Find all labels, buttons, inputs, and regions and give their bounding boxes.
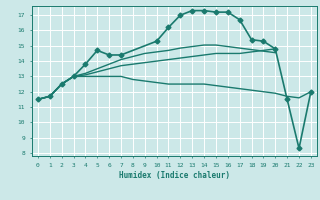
X-axis label: Humidex (Indice chaleur): Humidex (Indice chaleur) — [119, 171, 230, 180]
